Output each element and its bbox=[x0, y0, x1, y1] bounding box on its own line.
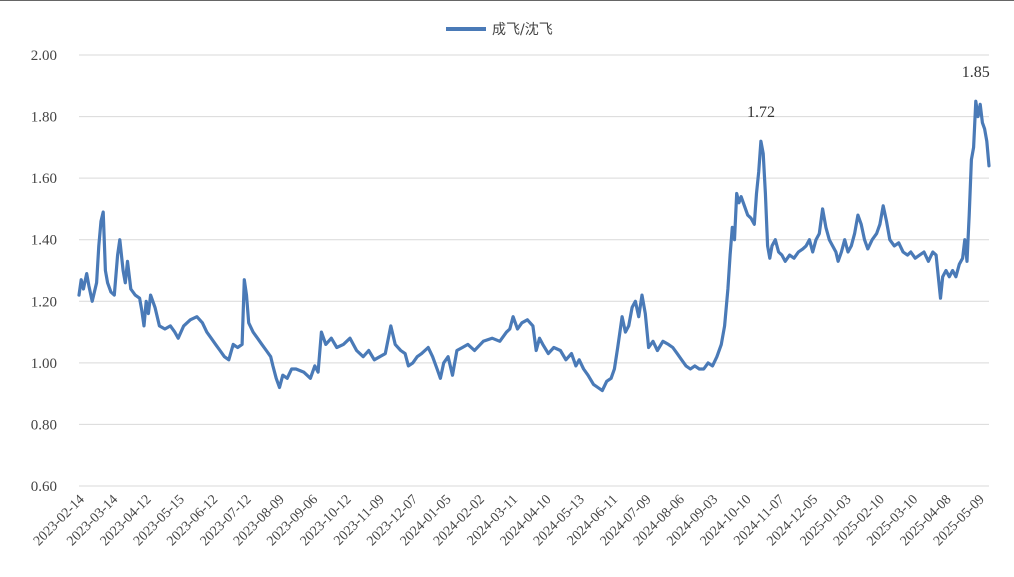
y-tick-label-2: 1.00 bbox=[31, 356, 57, 372]
legend: 成飞/沈飞 bbox=[446, 22, 553, 38]
y-axis-ticks: 0.60 0.80 1.00 1.20 1.40 1.60 1.80 2.00 bbox=[31, 48, 57, 495]
series-layer bbox=[77, 99, 991, 393]
y-tick-label-4: 1.40 bbox=[31, 233, 57, 249]
legend-label: 成飞/沈飞 bbox=[492, 22, 553, 38]
y-tick-label-5: 1.60 bbox=[31, 171, 57, 187]
data-label-0: 1.72 bbox=[747, 104, 775, 121]
series-line-0 bbox=[77, 99, 991, 393]
y-tick-label-0: 0.60 bbox=[31, 479, 57, 495]
annotations: 1.72 1.85 bbox=[747, 64, 990, 121]
y-tick-label-7: 2.00 bbox=[31, 48, 57, 64]
data-label-1: 1.85 bbox=[962, 64, 990, 81]
x-axis-ticks: 2023-02-142023-03-142023-04-122023-05-15… bbox=[31, 492, 988, 549]
y-tick-label-3: 1.20 bbox=[31, 294, 57, 310]
y-tick-label-6: 1.80 bbox=[31, 110, 57, 126]
y-tick-label-1: 0.80 bbox=[31, 417, 57, 433]
gridlines bbox=[79, 54, 989, 487]
